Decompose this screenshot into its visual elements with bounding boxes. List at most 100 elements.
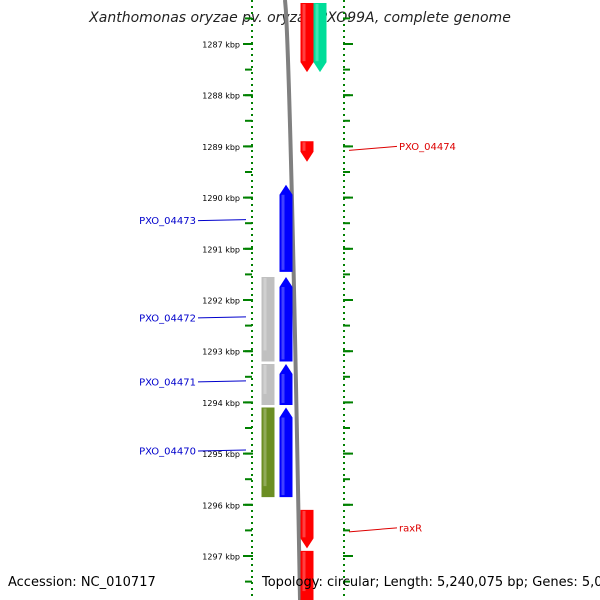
right-guide-dot [343,462,345,464]
left-guide-dot [251,462,253,464]
left-guide-dot [251,528,253,530]
right-guide-dot [343,486,345,488]
left-guide-dot [251,558,253,560]
left-guide-dot [251,84,253,86]
right-guide-dot [343,396,345,398]
right-guide-dot [343,264,345,266]
right-guide-dot [343,60,345,62]
right-guide-dot [343,492,345,494]
ruler-tick-label: 1296 kbp [202,501,240,510]
right-guide-dot [343,228,345,230]
right-guide-dot [343,12,345,14]
left-guide-dot [251,138,253,140]
left-guide-dot [251,168,253,170]
left-guide-dot [251,216,253,218]
left-guide-dot [251,90,253,92]
right-guide-dot [343,84,345,86]
right-guide-dot [343,234,345,236]
right-guide-dot [343,288,345,290]
right-guide-dot [343,246,345,248]
left-guide-dot [251,288,253,290]
right-guide-dot [343,294,345,296]
right-guide-dot [343,432,345,434]
right-guide-dot [343,564,345,566]
left-guide-dot [251,492,253,494]
right-guide-dot [343,180,345,182]
right-guide-dot [343,546,345,548]
right-guide-dot [343,186,345,188]
right-guide-dot [343,594,345,596]
right-guide-dot [343,450,345,452]
right-guide-dot [343,114,345,116]
right-guide-dot [343,582,345,584]
right-guide-dot [343,72,345,74]
red-gene-raxr [300,509,314,549]
right-guide-dot [343,66,345,68]
left-guide-dot [251,252,253,254]
right-guide-dot [343,540,345,542]
ruler-tick-label: 1291 kbp [202,245,240,254]
right-guide-dot [343,378,345,380]
gray-gene-1-highlight [263,277,267,351]
right-guide-dot [343,282,345,284]
genome-summary: Topology: circular; Length: 5,240,075 bp… [262,575,600,590]
left-guide-dot [251,180,253,182]
left-guide-dot [251,24,253,26]
right-guide-dot [343,354,345,356]
left-guide-dot [251,372,253,374]
left-guide-dot [251,366,253,368]
gene-label-leader [197,449,247,452]
gene-label: PXO_04472 [139,313,196,324]
left-guide-dot [251,480,253,482]
right-guide-dot [343,552,345,554]
left-guide-dot [251,6,253,8]
teal-gene [313,3,327,73]
right-guide-dot [343,108,345,110]
right-guide-dot [343,132,345,134]
left-guide-dot [251,474,253,476]
left-guide-dot [251,588,253,590]
left-guide-dot [251,0,253,2]
right-guide-dot [343,570,345,572]
left-guide-dot [251,318,253,320]
gray-gene-2 [261,364,275,405]
blue-gene-pxo04472-highlight [281,286,285,360]
left-guide-dot [251,156,253,158]
olive-gene-highlight [263,408,267,487]
left-guide-dot [251,390,253,392]
left-guide-dot [251,486,253,488]
gene-label: PXO_04471 [139,377,196,388]
right-guide-dot [343,150,345,152]
ruler-tick-label: 1297 kbp [202,553,240,562]
genome-backbone [283,0,302,600]
left-guide-dot [251,282,253,284]
left-guide-dot [251,522,253,524]
left-guide-dot [251,276,253,278]
right-guide-dot [343,384,345,386]
left-guide-dot [251,204,253,206]
right-guide-dot [343,360,345,362]
right-guide-dot [343,96,345,98]
left-guide-dot [251,306,253,308]
right-guide-dot [343,90,345,92]
left-guide-dot [251,420,253,422]
red-gene [300,3,314,73]
right-guide-dot [343,204,345,206]
left-guide-dot [251,36,253,38]
right-guide-dot [343,0,345,2]
left-guide-dot [251,132,253,134]
ruler-tick-label: 1292 kbp [202,297,240,306]
left-guide-dot [251,246,253,248]
left-guide-dot [251,330,253,332]
left-guide-dot [251,186,253,188]
right-guide-dot [343,444,345,446]
left-guide-dot [251,30,253,32]
teal-gene-highlight [315,4,319,62]
left-guide-dot [251,570,253,572]
right-guide-dot [343,102,345,104]
left-guide-dot [251,594,253,596]
left-guide-dot [251,270,253,272]
left-guide-dot [251,384,253,386]
left-guide-dot [251,576,253,578]
right-guide-dot [343,438,345,440]
